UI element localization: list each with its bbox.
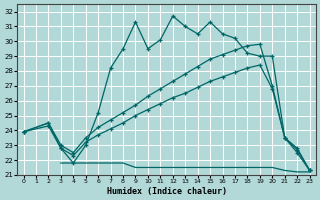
X-axis label: Humidex (Indice chaleur): Humidex (Indice chaleur) <box>107 187 227 196</box>
